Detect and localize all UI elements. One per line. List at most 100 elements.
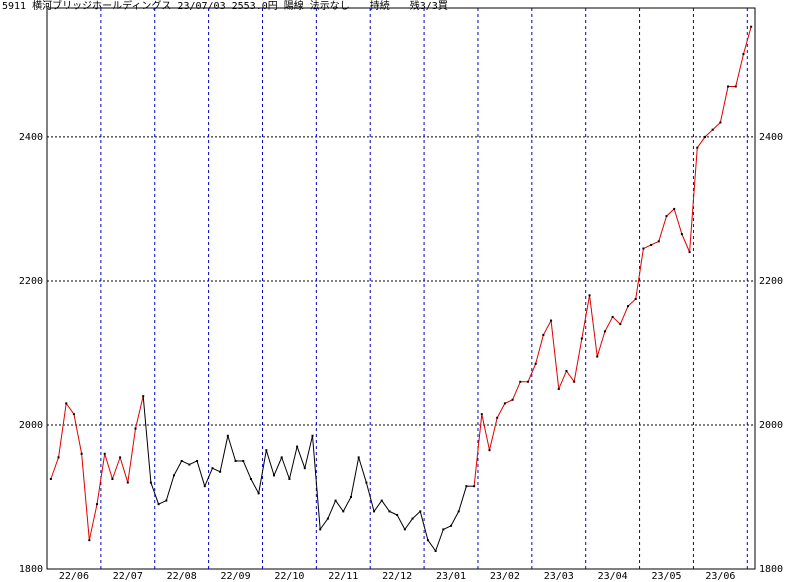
price-point — [403, 528, 406, 531]
price-segment — [204, 467, 213, 487]
price-segment — [566, 370, 575, 383]
price-point — [734, 85, 737, 88]
price-point — [65, 402, 68, 405]
price-segment — [304, 435, 313, 469]
price-point — [627, 305, 630, 308]
price-segment — [396, 514, 406, 530]
price-segment — [558, 370, 567, 390]
price-segment — [219, 435, 229, 472]
price-segment — [489, 417, 498, 451]
price-point — [480, 413, 483, 416]
price-point — [450, 524, 453, 527]
x-tick-label: 23/01 — [436, 571, 466, 582]
price-point — [603, 330, 606, 333]
price-segment — [265, 450, 275, 476]
price-segment — [88, 504, 98, 541]
price-segment — [627, 298, 637, 307]
price-point — [557, 387, 560, 390]
price-segment — [504, 399, 513, 404]
price-point — [188, 463, 191, 466]
price-segment — [327, 500, 337, 519]
x-tick-label: 22/06 — [59, 571, 89, 582]
price-point — [103, 452, 106, 455]
price-segment — [335, 500, 344, 512]
price-segment — [358, 457, 367, 483]
price-point — [503, 402, 506, 405]
price-segment — [181, 460, 190, 466]
price-point — [619, 323, 622, 326]
price-point — [580, 337, 583, 340]
price-segment — [512, 381, 521, 400]
x-tick-label: 23/05 — [651, 571, 681, 582]
price-segment — [696, 136, 706, 148]
x-tick-label: 22/09 — [220, 571, 250, 582]
price-point — [257, 492, 260, 495]
price-point — [326, 517, 329, 520]
price-segment — [443, 525, 452, 530]
price-segment — [227, 435, 237, 462]
price-point — [234, 459, 237, 462]
price-point — [219, 470, 222, 473]
price-point — [119, 456, 122, 459]
price-point — [573, 380, 576, 383]
price-point — [226, 434, 229, 437]
price-point — [611, 315, 614, 318]
price-segment — [242, 460, 252, 480]
price-segment — [666, 208, 675, 217]
price-segment — [458, 486, 467, 512]
price-point — [419, 510, 422, 513]
y-tick-label: 2400 — [19, 132, 43, 143]
price-segment — [712, 122, 721, 131]
price-segment — [212, 467, 221, 473]
price-segment — [527, 363, 537, 382]
price-point — [273, 474, 276, 477]
price-point — [349, 495, 352, 498]
price-segment — [450, 511, 460, 527]
price-segment — [427, 539, 437, 552]
price-segment — [389, 510, 398, 516]
price-segment — [742, 26, 752, 55]
price-segment — [381, 500, 390, 512]
price-segment — [342, 496, 352, 512]
price-point — [172, 474, 175, 477]
price-point — [673, 207, 676, 210]
price-segment — [281, 457, 290, 480]
price-segment — [635, 248, 644, 300]
price-point — [373, 510, 376, 513]
price-point — [465, 485, 468, 488]
price-point — [526, 380, 529, 383]
price-segment — [496, 403, 506, 419]
price-segment — [589, 295, 598, 357]
price-segment — [119, 457, 129, 483]
price-point — [550, 319, 553, 322]
x-tick-label: 23/03 — [544, 571, 574, 582]
price-segment — [111, 457, 121, 480]
price-segment — [435, 529, 444, 552]
price-segment — [581, 295, 591, 339]
price-point — [80, 452, 83, 455]
price-segment — [312, 435, 321, 530]
price-segment — [596, 331, 606, 357]
price-segment — [365, 482, 375, 512]
price-segment — [704, 129, 714, 138]
price-point — [388, 510, 391, 513]
price-point — [511, 398, 514, 401]
price-point — [642, 247, 645, 250]
x-tick-label: 22/12 — [382, 571, 412, 582]
price-point — [280, 456, 283, 459]
price-segment — [481, 414, 490, 451]
price-segment — [50, 457, 60, 480]
price-point — [473, 485, 476, 488]
x-tick-label: 23/04 — [598, 571, 628, 582]
price-segment — [96, 453, 106, 505]
price-point — [288, 477, 291, 480]
price-segment — [81, 453, 90, 541]
price-segment — [542, 320, 552, 336]
price-point — [311, 434, 314, 437]
price-point — [657, 240, 660, 243]
price-point — [96, 503, 99, 506]
price-segment — [296, 446, 306, 469]
price-segment — [127, 428, 136, 483]
price-segment — [535, 334, 544, 364]
